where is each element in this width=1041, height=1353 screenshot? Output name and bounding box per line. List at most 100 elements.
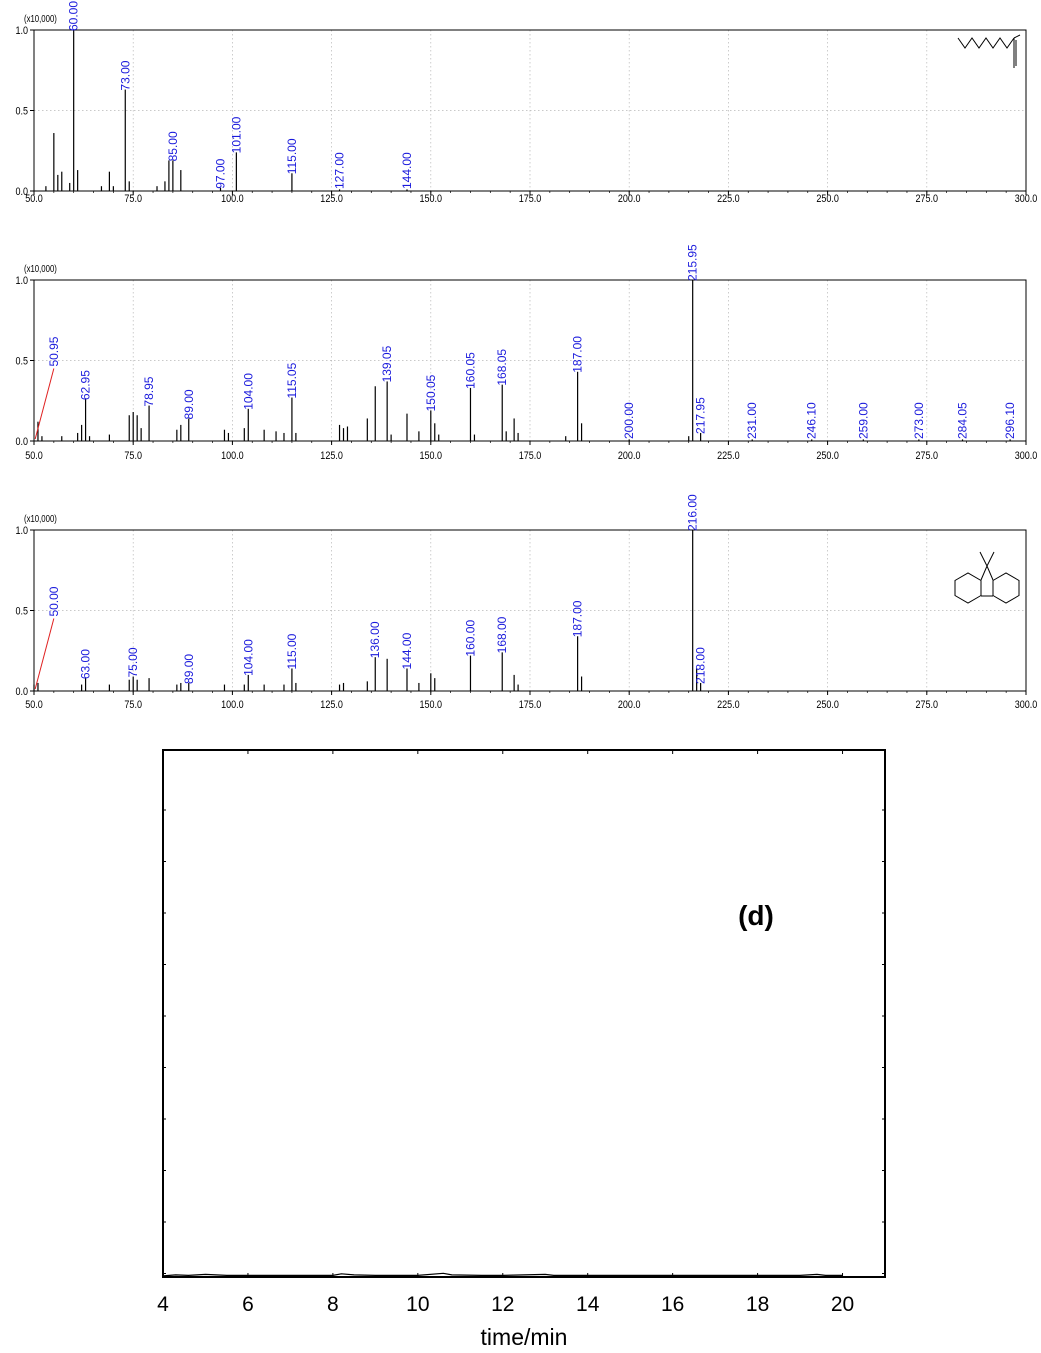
chromatogram-panel: 4 6 8 10 12 14 16 18 20 time/min (d): [157, 749, 886, 1350]
leader-line: [34, 618, 55, 690]
peak-label: 217.95: [694, 397, 708, 434]
plot-frame: [162, 749, 886, 1278]
leader-label: 50.95: [47, 336, 61, 366]
x-tick-label: 250.0: [816, 450, 839, 462]
x-tick-label: 14: [576, 1293, 600, 1316]
spectrum-panel-1: 50.0 75.0 100.0 125.0 150.0 175.0 200.0 225.0 25…: [15, 1, 1037, 206]
peak-label: 216.00: [686, 494, 700, 531]
scale-label: (x10,000): [24, 513, 57, 524]
spectrum-panel-3: 50.0 75.0 100.0 125.0 150.0 175.0 200.0 225.0 25…: [15, 494, 1037, 711]
x-tick-label: 200.0: [618, 450, 641, 462]
x-tick-label: 16: [661, 1293, 684, 1316]
peak-label: 259.00: [856, 402, 870, 439]
peak-label: 160.00: [463, 620, 477, 657]
x-tick-label: 50.0: [25, 193, 43, 205]
x-tick-label: 250.0: [816, 193, 839, 205]
x-tick-label: 12: [491, 1293, 514, 1316]
thiophene-bonds: [980, 564, 994, 581]
y-tick-label: 1.0: [15, 275, 28, 287]
x-tick-label: 100.0: [221, 193, 244, 205]
benzene-ring-right: [992, 572, 1020, 604]
y-tick-label: 0.5: [15, 106, 28, 118]
x-tick-label: 20: [831, 1293, 854, 1316]
leader-line: [34, 368, 55, 440]
peak-label: 144.00: [400, 632, 414, 669]
x-tick-label: 175.0: [519, 193, 542, 205]
spectrum-panel-2: 50.0 75.0 100.0 125.0 150.0 175.0 200.0 225.0 25…: [15, 244, 1037, 462]
x-axis-label: time/min: [481, 1324, 568, 1350]
peak-label: 115.05: [285, 362, 299, 398]
x-tick-label: 200.0: [618, 193, 641, 205]
peak-label: 215.95: [686, 244, 700, 281]
peak-label: 115.00: [285, 138, 299, 174]
peak-label: 89.00: [182, 654, 196, 684]
x-tick-label: 125.0: [320, 450, 343, 462]
peak-label: 62.95: [79, 370, 93, 400]
so-bond: [979, 551, 988, 567]
x-tick-label: 275.0: [916, 193, 939, 205]
carbon-chain: [957, 37, 1015, 49]
peak-label: 97.00: [213, 158, 227, 188]
peak-label: 231.00: [745, 402, 759, 439]
peak-label: 115.00: [285, 633, 299, 669]
peak-label: 75.00: [126, 647, 140, 677]
x-tick-label: 6: [242, 1293, 254, 1316]
peak-label: 60.00: [67, 1, 81, 31]
dibenzothiophene-sulfone-structure-icon: [954, 551, 1020, 604]
hydroxyl-bond: [1013, 34, 1021, 39]
peak-label: 284.05: [956, 402, 970, 439]
peak-label: 246.10: [805, 402, 819, 439]
benzene-ring-left: [954, 572, 982, 604]
peak-label: 101.00: [229, 116, 243, 153]
peak-label: 144.00: [400, 152, 414, 189]
x-tick-label: 300.0: [1015, 193, 1038, 205]
x-tick-label: 125.0: [320, 193, 343, 205]
x-tick-label: 200.0: [618, 699, 641, 711]
x-tick-label: 75.0: [124, 450, 142, 462]
x-tick-label: 100.0: [221, 450, 244, 462]
peak-label: 78.95: [142, 376, 156, 406]
peak-label: 104.00: [241, 639, 255, 676]
x-tick-label: 75.0: [124, 699, 142, 711]
x-tick-label: 150.0: [420, 699, 443, 711]
leader-label: 50.00: [47, 586, 61, 616]
peak-label: 150.05: [424, 374, 438, 411]
peak-label: 160.05: [463, 352, 477, 389]
x-tick-label: 18: [746, 1293, 769, 1316]
peak-label: 139.05: [380, 345, 394, 382]
x-tick-label: 275.0: [916, 699, 939, 711]
x-tick-label: 300.0: [1015, 450, 1038, 462]
peak-label: 296.10: [1003, 402, 1017, 439]
y-tick-label: 0.0: [15, 436, 28, 448]
x-tick-label: 4: [157, 1293, 169, 1316]
peak-label: 85.00: [166, 131, 180, 161]
peak-label: 168.00: [495, 616, 509, 653]
panel-label: (d): [738, 900, 774, 931]
peak-label: 187.00: [571, 600, 585, 637]
scale-label: (x10,000): [24, 263, 57, 274]
so-bond: [986, 551, 995, 567]
peak-label: 73.00: [118, 60, 132, 90]
x-tick-label: 8: [327, 1293, 339, 1316]
peak-label: 127.00: [333, 152, 347, 189]
x-tick-label: 150.0: [420, 193, 443, 205]
y-tick-label: 0.0: [15, 686, 28, 698]
x-tick-label: 100.0: [221, 699, 244, 711]
x-tick-label: 275.0: [916, 450, 939, 462]
y-tick-label: 0.0: [15, 186, 28, 198]
x-tick-label: 10: [406, 1293, 429, 1316]
peak-label: 89.00: [182, 389, 196, 419]
x-tick-label: 175.0: [519, 699, 542, 711]
scale-label: (x10,000): [24, 13, 57, 24]
peak-label: 273.00: [912, 402, 926, 439]
x-tick-label: 250.0: [816, 699, 839, 711]
x-tick-label: 75.0: [124, 193, 142, 205]
x-tick-label: 50.0: [25, 699, 43, 711]
x-tick-label: 125.0: [320, 699, 343, 711]
x-tick-label: 225.0: [717, 699, 740, 711]
chromatogram-trace: [162, 1272, 843, 1277]
y-tick-label: 1.0: [15, 525, 28, 537]
y-tick-label: 0.5: [15, 606, 28, 618]
x-tick-label: 50.0: [25, 450, 43, 462]
